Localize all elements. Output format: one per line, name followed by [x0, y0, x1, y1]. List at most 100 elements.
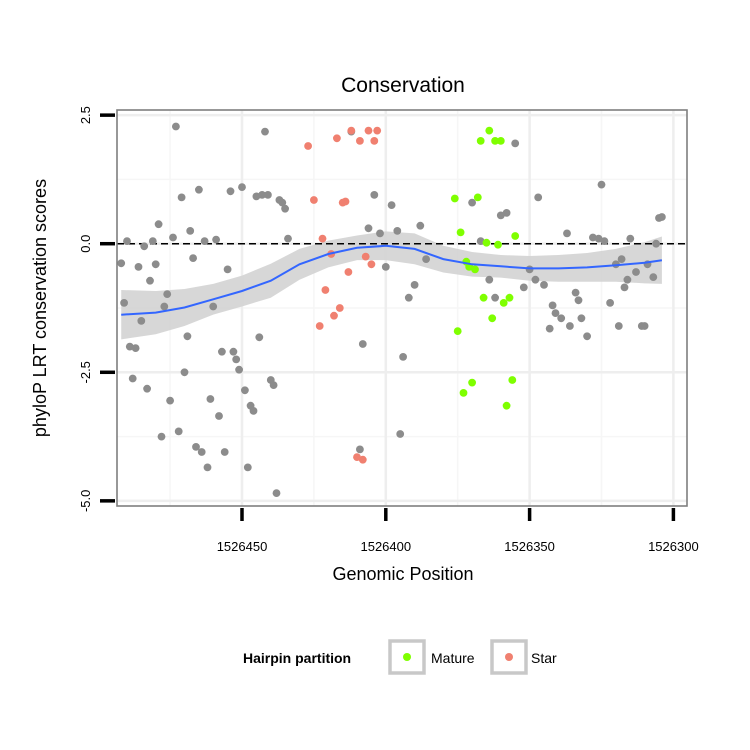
data-point-mature — [450, 194, 459, 203]
data-point-other — [128, 374, 137, 383]
data-point-star — [341, 197, 350, 206]
legend: Hairpin partition Mature Star — [243, 639, 557, 675]
data-point-other — [166, 396, 175, 405]
data-point-other — [249, 407, 258, 415]
data-point-other — [534, 193, 543, 202]
data-point-star — [321, 286, 330, 294]
data-point-mature — [496, 137, 505, 145]
data-point-star — [347, 126, 356, 135]
chart-title: Conservation — [341, 74, 465, 97]
data-point-other — [255, 333, 264, 342]
data-point-other — [215, 412, 223, 420]
data-point-other — [243, 463, 252, 472]
data-point-star — [361, 252, 370, 261]
data-point-other — [160, 302, 169, 311]
data-point-other — [261, 127, 269, 136]
data-point-other — [652, 239, 660, 248]
data-point-other — [183, 332, 192, 341]
legend-key-star — [505, 653, 513, 661]
x-tick-label: 1526400 — [360, 539, 411, 554]
data-point-mature — [502, 401, 511, 410]
data-point-other — [658, 213, 666, 221]
data-point-other — [551, 309, 560, 317]
data-point-other — [614, 322, 623, 330]
data-point-other — [174, 427, 183, 436]
points-layer — [117, 122, 666, 497]
data-point-other — [540, 281, 548, 289]
data-point-star — [358, 455, 367, 464]
data-point-mature — [505, 293, 514, 302]
smooth-line — [121, 244, 663, 316]
x-axis-label: Genomic Position — [332, 564, 473, 584]
data-point-other — [241, 386, 249, 395]
data-point-other — [258, 191, 266, 199]
data-point-other — [396, 430, 405, 438]
data-point-other — [209, 302, 218, 311]
data-point-mature — [494, 240, 502, 249]
data-point-other — [531, 275, 540, 284]
data-point-other — [563, 229, 571, 238]
y-axis-label: phyloP LRT conservation scores — [30, 179, 50, 437]
data-point-other — [649, 273, 658, 281]
data-point-other — [468, 198, 476, 207]
data-point-other — [626, 234, 635, 243]
data-point-mature — [473, 193, 482, 202]
data-point-star — [310, 196, 318, 204]
data-point-other — [120, 299, 128, 307]
x-tick-label: 1526300 — [648, 539, 699, 554]
legend-key-box-star — [490, 639, 528, 675]
data-point-other — [364, 224, 373, 233]
data-point-mature — [511, 232, 520, 240]
data-point-other — [269, 381, 278, 389]
data-point-other — [620, 283, 629, 292]
data-point-other — [226, 187, 235, 196]
data-point-other — [220, 448, 229, 456]
data-point-other — [416, 221, 425, 230]
data-point-other — [399, 353, 407, 361]
data-point-other — [206, 395, 215, 403]
smooth-line-layer — [121, 244, 663, 316]
data-point-other — [131, 344, 140, 352]
legend-entry-mature: Mature — [388, 639, 475, 675]
data-point-star — [333, 134, 341, 143]
data-point-other — [197, 448, 206, 456]
y-tick-label: 2.5 — [78, 106, 93, 124]
data-point-other — [143, 384, 152, 393]
data-point-star — [373, 126, 382, 135]
data-point-other — [232, 355, 241, 364]
data-point-other — [600, 237, 609, 246]
data-point-other — [264, 191, 272, 199]
data-point-other — [583, 332, 591, 341]
data-point-mature — [453, 327, 462, 335]
data-point-other — [123, 237, 131, 246]
data-point-other — [235, 365, 244, 374]
data-point-other — [281, 204, 289, 213]
data-point-other — [485, 275, 494, 284]
data-point-other — [597, 180, 606, 189]
data-point-other — [151, 260, 160, 269]
data-point-other — [172, 122, 180, 131]
data-point-star — [344, 268, 353, 276]
data-point-mature — [471, 265, 479, 274]
confidence-ribbon-layer — [121, 231, 662, 340]
data-point-star — [315, 322, 324, 330]
data-point-mature — [476, 137, 485, 145]
data-point-other — [557, 314, 566, 323]
data-point-mature — [468, 378, 476, 387]
data-point-star — [318, 234, 327, 243]
data-point-other — [422, 255, 430, 263]
data-point-other — [137, 317, 146, 325]
data-point-other — [134, 263, 143, 271]
legend-label-star: Star — [531, 650, 557, 666]
data-point-other — [387, 201, 396, 210]
data-point-other — [284, 234, 292, 243]
data-point-other — [200, 237, 209, 246]
data-point-star — [367, 260, 376, 269]
legend-entry-star: Star — [490, 639, 557, 675]
data-point-mature — [499, 299, 508, 307]
data-point-other — [548, 301, 557, 310]
data-point-star — [330, 311, 338, 320]
data-point-other — [180, 368, 189, 377]
data-point-mature — [491, 137, 499, 145]
